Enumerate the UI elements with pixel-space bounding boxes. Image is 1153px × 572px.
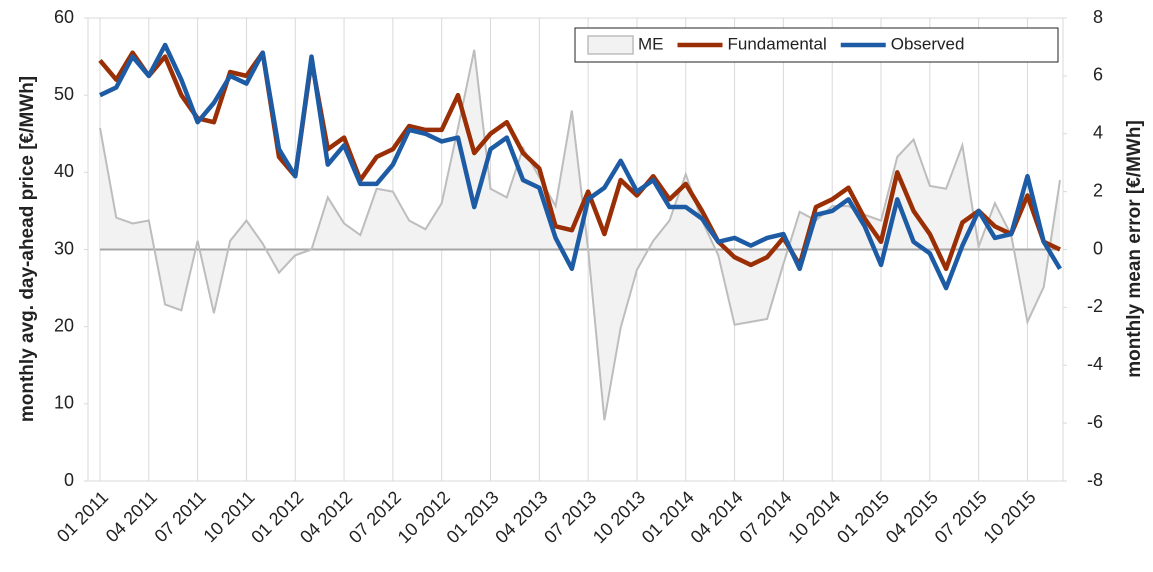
- x-tick-label: 10 2015: [979, 487, 1039, 547]
- y-axis-title: monthly avg. day-ahead price [€/MWh]: [17, 76, 38, 422]
- x-tick-label: 01 2015: [833, 487, 893, 547]
- y2-tick-label: -4: [1087, 354, 1103, 374]
- y2-tick-label: 8: [1093, 7, 1103, 27]
- y2-axis-title: monthly mean error [€/MWh]: [1124, 120, 1145, 378]
- x-tick-label: 04 2015: [882, 487, 942, 547]
- x-tick-label: 01 2013: [443, 487, 503, 547]
- y2-tick-label: 4: [1093, 123, 1103, 143]
- x-tick-label: 10 2013: [589, 487, 649, 547]
- y-tick-label: 60: [54, 7, 74, 27]
- y-tick-label: 50: [54, 84, 74, 104]
- y-tick-label: 10: [54, 393, 74, 413]
- y-tick-label: 20: [54, 315, 74, 335]
- legend-box: [574, 27, 1059, 63]
- y2-tick-label: 6: [1093, 65, 1103, 85]
- y-tick-label: 40: [54, 161, 74, 181]
- x-tick-label: 10 2012: [394, 487, 454, 547]
- legend-label: Fundamental: [728, 34, 827, 53]
- legend-swatch: [587, 35, 634, 55]
- x-tick-label: 04 2012: [296, 487, 356, 547]
- x-tick-label: 07 2011: [151, 487, 210, 546]
- y2-tick-label: -2: [1087, 296, 1103, 316]
- x-tick-label: 10 2014: [784, 487, 844, 547]
- x-tick-label: 07 2013: [540, 487, 600, 547]
- x-tick-label: 01 2011: [53, 487, 112, 546]
- y-tick-label: 0: [64, 470, 74, 490]
- x-tick-label: 01 2012: [247, 487, 307, 547]
- x-tick-label: 04 2013: [491, 487, 551, 547]
- x-tick-label: 01 2014: [638, 487, 698, 547]
- line: [99, 42, 1062, 291]
- x-tick-label: 04 2014: [687, 487, 747, 547]
- y2-tick-label: 2: [1093, 180, 1103, 200]
- plot-frame: [87, 17, 1064, 482]
- line: [99, 49, 1061, 421]
- y2-tick-label: -6: [1087, 412, 1103, 432]
- y2-tick-label: -8: [1087, 470, 1103, 490]
- x-tick-label: 07 2015: [931, 487, 991, 547]
- x-tick-label: 07 2012: [345, 487, 405, 547]
- legend-label: Observed: [891, 34, 965, 53]
- legend-label: ME: [638, 34, 664, 53]
- y2-tick-label: 0: [1093, 238, 1103, 258]
- x-tick-label: 07 2014: [735, 487, 795, 547]
- y-tick-label: 30: [54, 238, 74, 258]
- x-tick-label: 10 2011: [199, 487, 258, 546]
- x-tick-label: 04 2011: [102, 487, 161, 546]
